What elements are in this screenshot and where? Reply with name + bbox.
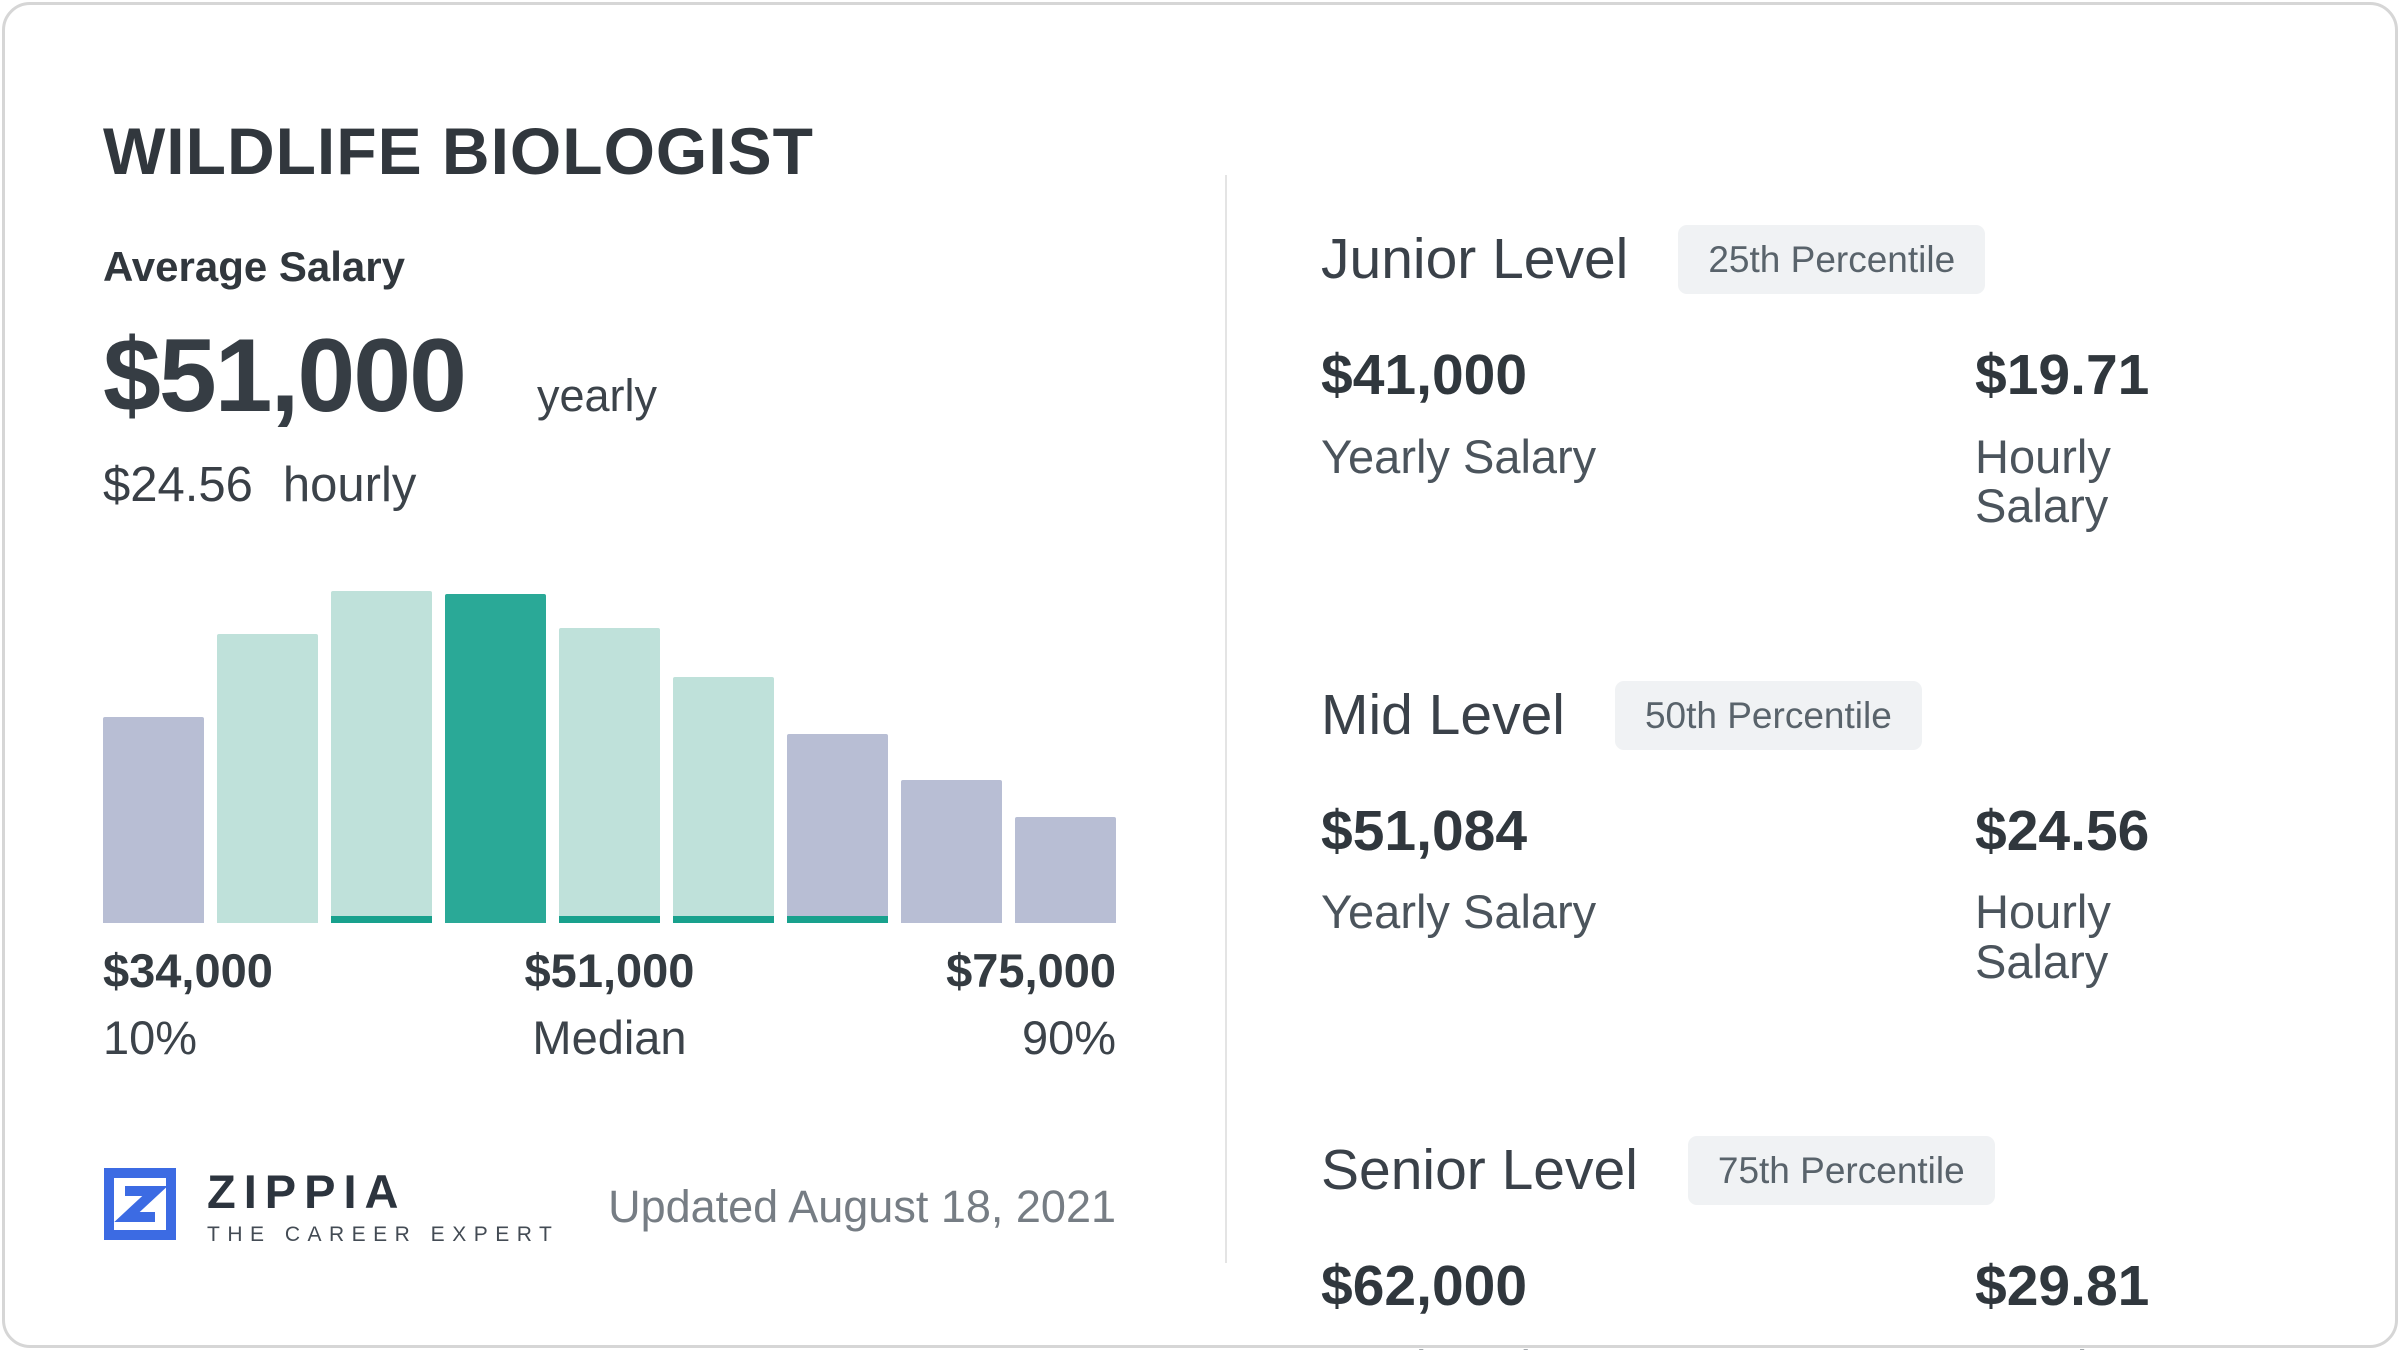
- hourly-label: Hourly Salary: [1975, 429, 2111, 533]
- level-section-mid: Mid Level 50th Percentile $51,084 Yearly…: [1321, 680, 2221, 988]
- level-name: Mid Level: [1321, 682, 1565, 747]
- brand-name: ZIPPIA: [207, 1165, 407, 1218]
- level-head: Junior Level 25th Percentile: [1321, 225, 2221, 294]
- average-yearly-row: $51,000 yearly: [103, 317, 657, 436]
- histogram-bar: [217, 634, 318, 923]
- percentile-badge: 50th Percentile: [1614, 680, 1922, 750]
- salary-histogram: [103, 591, 1116, 923]
- hourly-stat: $19.71 Hourly Salary: [1975, 343, 2221, 533]
- histogram-bar-underline: [331, 916, 432, 923]
- average-hourly-value: $24.56: [103, 458, 253, 512]
- yearly-stat: $62,000 Yearly Salary: [1321, 1254, 1975, 1350]
- yearly-stat: $41,000 Yearly Salary: [1321, 343, 1975, 531]
- histogram-bar: [787, 734, 888, 923]
- level-stats: $41,000 Yearly Salary $19.71 Hourly Sala…: [1321, 343, 2221, 533]
- histogram-axis-annotations: $34,000 10% $51,000 Median $75,000 90%: [103, 947, 1116, 1061]
- average-hourly-row: $24.56 hourly: [103, 457, 416, 513]
- hourly-stat: $29.81 Hourly Salary: [1975, 1254, 2221, 1350]
- level-name: Senior Level: [1321, 1138, 1638, 1203]
- annotation-label: 10%: [103, 1011, 198, 1064]
- level-stats: $62,000 Yearly Salary $29.81 Hourly Sala…: [1321, 1254, 2221, 1350]
- hourly-value: $29.81: [1975, 1254, 2150, 1319]
- annotation-10th-percentile: $34,000 10%: [103, 947, 441, 1061]
- zippia-logo[interactable]: ZIPPIA THE CAREER EXPERT: [103, 1167, 559, 1246]
- hourly-label: Hourly Salary: [1975, 1343, 2221, 1350]
- histogram-bar: [673, 677, 774, 923]
- yearly-label: Yearly Salary: [1321, 1343, 1975, 1350]
- page-title: WILDLIFE BIOLOGIST: [103, 114, 814, 188]
- histogram-bar: [103, 717, 204, 923]
- average-yearly-value: $51,000: [103, 318, 467, 434]
- percentile-levels-panel: Junior Level 25th Percentile $41,000 Yea…: [1321, 225, 2221, 1350]
- zippia-z-icon: [103, 1167, 177, 1246]
- histogram-bar-underline: [673, 916, 774, 923]
- average-salary-heading: Average Salary: [103, 243, 405, 290]
- level-name: Junior Level: [1321, 227, 1629, 292]
- annotation-label: 90%: [1021, 1011, 1117, 1064]
- average-hourly-unit: hourly: [282, 458, 417, 512]
- brand-tagline: THE CAREER EXPERT: [207, 1223, 560, 1246]
- footer: ZIPPIA THE CAREER EXPERT Updated August …: [103, 1167, 1116, 1246]
- hourly-stat: $24.56 Hourly Salary: [1975, 798, 2221, 988]
- brand-text: ZIPPIA THE CAREER EXPERT: [207, 1168, 559, 1245]
- yearly-value: $62,000: [1321, 1254, 1528, 1319]
- percentile-badge: 75th Percentile: [1687, 1136, 1995, 1206]
- yearly-value: $51,084: [1321, 798, 1528, 863]
- annotation-value: $75,000: [946, 944, 1117, 997]
- yearly-value: $41,000: [1321, 343, 1528, 407]
- histogram-bar: [1015, 817, 1116, 923]
- level-head: Senior Level 75th Percentile: [1321, 1136, 2221, 1206]
- average-yearly-unit: yearly: [536, 370, 657, 421]
- annotation-median: $51,000 Median: [441, 947, 779, 1061]
- histogram-bar: [331, 591, 432, 923]
- histogram-bar-underline: [787, 916, 888, 923]
- annotation-label: Median: [532, 1011, 687, 1064]
- annotation-value: $51,000: [524, 944, 695, 997]
- annotation-90th-percentile: $75,000 90%: [778, 947, 1116, 1061]
- hourly-value: $19.71: [1975, 343, 2150, 407]
- level-stats: $51,084 Yearly Salary $24.56 Hourly Sala…: [1321, 798, 2221, 988]
- updated-date: Updated August 18, 2021: [608, 1180, 1116, 1232]
- hourly-value: $24.56: [1975, 798, 2150, 863]
- level-section-senior: Senior Level 75th Percentile $62,000 Yea…: [1321, 1136, 2221, 1350]
- histogram-bar: [559, 628, 660, 923]
- level-section-junior: Junior Level 25th Percentile $41,000 Yea…: [1321, 225, 2221, 531]
- yearly-label: Yearly Salary: [1321, 429, 1597, 483]
- yearly-stat: $51,084 Yearly Salary: [1321, 798, 1975, 987]
- annotation-value: $34,000: [103, 944, 273, 997]
- yearly-label: Yearly Salary: [1321, 885, 1597, 939]
- hourly-label: Hourly Salary: [1975, 885, 2111, 988]
- percentile-badge: 25th Percentile: [1678, 225, 1986, 294]
- histogram-bar-underline: [559, 916, 660, 923]
- histogram-bar: [445, 594, 546, 923]
- level-head: Mid Level 50th Percentile: [1321, 680, 2221, 750]
- histogram-bar: [901, 780, 1002, 923]
- vertical-divider: [1225, 175, 1227, 1263]
